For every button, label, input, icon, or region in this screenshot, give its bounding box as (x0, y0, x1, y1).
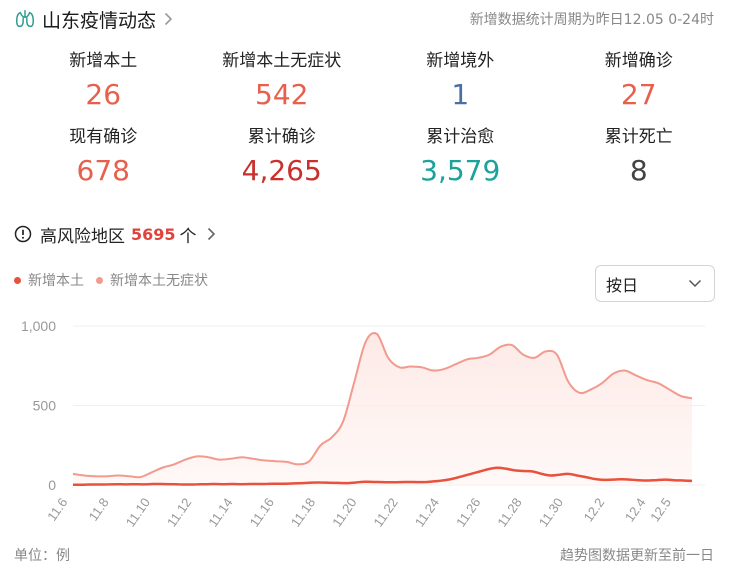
x-tick-label: 11.30 (536, 495, 566, 529)
stat-total-cured: 累计治愈 3,579 (371, 124, 550, 192)
page-title: 山东疫情动态 (42, 9, 157, 32)
series-line-asymptomatic (72, 331, 693, 479)
legend-item-local[interactable]: 新增本土 (14, 270, 84, 290)
alert-icon (14, 225, 32, 243)
series-area-asymptomatic (73, 332, 692, 485)
stat-value: 4,265 (241, 154, 322, 187)
x-tick-label: 11.18 (288, 495, 318, 529)
stat-value: 542 (255, 78, 309, 111)
x-tick-label: 11.12 (164, 495, 194, 529)
period-select-value: 按日 (606, 275, 639, 295)
y-tick-label: 500 (33, 398, 57, 414)
page-header[interactable]: 山东疫情动态 (14, 6, 173, 32)
legend-dot (14, 276, 21, 284)
stat-value: 27 (620, 78, 657, 111)
stat-new-confirmed: 新增确诊 27 (550, 48, 729, 116)
stat-label: 新增确诊 (604, 51, 673, 71)
unit-note: 单位：例 (14, 548, 70, 564)
stat-label: 累计确诊 (247, 127, 316, 147)
legend-label: 新增本土 (28, 273, 84, 289)
chevron-right-icon (207, 227, 215, 241)
x-tick-label: 11.10 (123, 495, 153, 529)
x-tick-label: 11.14 (205, 495, 235, 529)
x-tick-label: 11.28 (494, 495, 524, 529)
x-tick-label: 11.26 (453, 495, 483, 529)
x-tick-label: 12.5 (647, 495, 674, 524)
stat-value: 678 (76, 154, 130, 187)
stat-value: 8 (629, 154, 648, 187)
x-tick-label: 11.22 (370, 495, 400, 529)
stat-label: 新增本土无症状 (222, 51, 342, 71)
stat-value: 1 (451, 78, 470, 111)
period-select[interactable]: 按日 (595, 265, 715, 302)
high-risk-areas-link[interactable]: 高风险地区 5695 个 (14, 222, 216, 247)
y-tick-label: 1,000 (21, 318, 56, 334)
stat-label: 新增本土 (69, 51, 138, 71)
stat-new-imported: 新增境外 1 (371, 48, 550, 116)
legend-dot (96, 276, 103, 284)
stat-label: 新增境外 (426, 51, 495, 71)
legend-item-asymptomatic[interactable]: 新增本土无症状 (96, 270, 208, 290)
stat-value: 3,579 (420, 154, 501, 187)
chart-legend: 新增本土 新增本土无症状 (14, 270, 220, 290)
stat-label: 现有确诊 (69, 127, 138, 147)
stat-label: 累计死亡 (604, 127, 673, 147)
x-axis: 11.6 11.8 11.10 11.12 11.14 11.16 11.18 11.20 11… (44, 495, 674, 529)
x-tick-label: 11.8 (86, 495, 112, 524)
period-note: 新增数据统计周期为昨日12.05 0-24时 (469, 12, 714, 28)
lungs-icon (16, 10, 34, 28)
stat-current-confirmed: 现有确诊 678 (14, 124, 193, 192)
stat-value: 26 (85, 78, 122, 111)
x-tick-label: 11.6 (44, 495, 70, 524)
series-line-local (73, 466, 693, 486)
x-tick-label: 11.20 (329, 495, 359, 529)
chevron-right-icon[interactable] (164, 12, 173, 26)
stat-total-deaths: 累计死亡 8 (550, 124, 729, 192)
legend-label: 新增本土无症状 (110, 273, 208, 289)
x-tick-label: 12.2 (581, 495, 608, 524)
update-note: 趋势图数据更新至前一日 (560, 548, 714, 564)
risk-count: 5695 (131, 224, 176, 244)
stats-grid: 新增本土 26 新增本土无症状 542 新增境外 1 新增确诊 27 现有确诊 … (14, 48, 728, 192)
stat-new-local: 新增本土 26 (14, 48, 193, 116)
y-axis: 0 500 1,000 (21, 318, 56, 493)
risk-unit: 个 (179, 226, 197, 247)
x-tick-label: 11.24 (412, 495, 442, 529)
y-tick-label: 0 (48, 477, 56, 493)
stat-total-confirmed: 累计确诊 4,265 (193, 124, 372, 192)
stat-new-asymptomatic: 新增本土无症状 542 (193, 48, 372, 116)
x-tick-label: 12.4 (622, 495, 649, 524)
risk-label: 高风险地区 (40, 226, 125, 247)
stat-label: 累计治愈 (426, 127, 495, 147)
chevron-down-icon (688, 279, 702, 288)
x-tick-label: 11.16 (247, 495, 277, 529)
